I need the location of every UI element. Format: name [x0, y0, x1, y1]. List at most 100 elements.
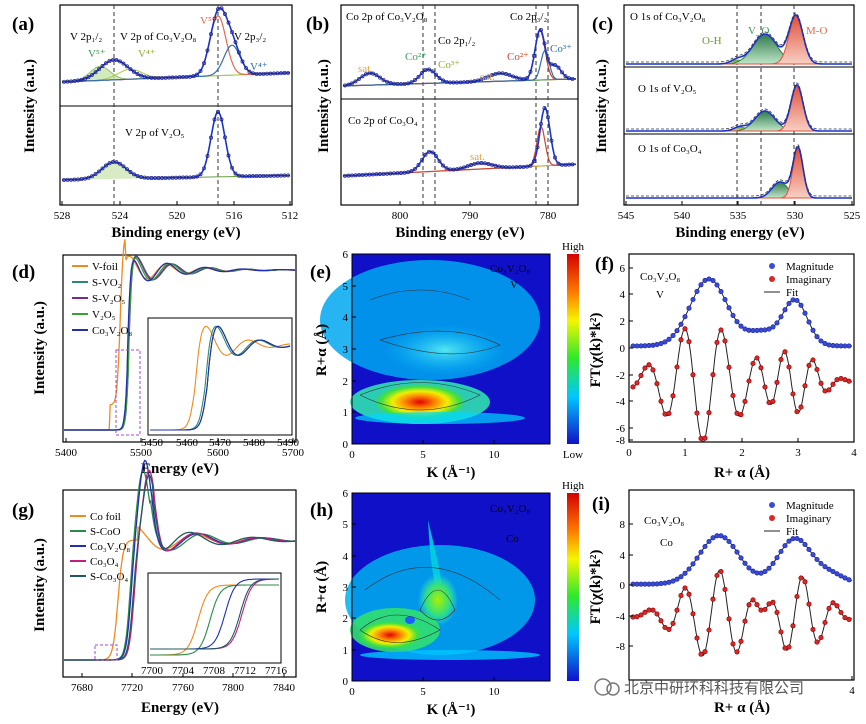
plot-frame-g [62, 489, 297, 678]
xticks-b: 800 790 780 [392, 201, 557, 222]
h-tick-label-1: 5 [420, 686, 426, 698]
panel-label-h: (h) [310, 500, 333, 521]
a-top-point-17 [121, 61, 126, 66]
a-top-point-44 [216, 7, 220, 12]
a-top-point-9 [93, 70, 98, 75]
i-magnitude-point-23 [722, 535, 728, 541]
annot-f-2: V [656, 289, 664, 301]
b-top-point-2 [350, 81, 354, 86]
label-co2p12: Co 2p₁/₂ [438, 35, 475, 47]
i-ytick-label-2: 0 [620, 580, 626, 592]
a-bot-point-13 [107, 161, 112, 166]
b-top-point-3 [353, 79, 358, 84]
annot-i-2: Co [660, 537, 673, 549]
a-bot-point-49 [233, 171, 238, 176]
ylabel-d: Intensity (a.u.) [32, 301, 48, 395]
a-top-point-52 [244, 65, 248, 70]
h-ytick-label-4: 4 [343, 551, 349, 563]
i-magnitude-point-22 [718, 533, 724, 539]
xlabel-h: K (Å⁻¹) [427, 702, 476, 718]
f-magnitude-point-36 [774, 320, 780, 326]
label-c-oh: O-H [702, 35, 722, 47]
c1-data [626, 12, 852, 63]
e-contour-0 [359, 382, 481, 411]
a-bot-point-45 [219, 117, 224, 122]
a-top-point-46 [223, 12, 227, 16]
xlabel-f: R+ α (Å) [714, 465, 770, 481]
f-magnitude-point-33 [762, 327, 768, 333]
f-imaginary-point-28 [742, 398, 748, 404]
f-imaginary-point-15 [690, 372, 696, 378]
i-imaginary-point-49 [826, 605, 832, 611]
g-tick-label-2: 7760 [172, 682, 195, 694]
ylabel-b: Intensity (a.u.) [316, 59, 332, 153]
xlabel-i: R+ α (Å) [714, 700, 770, 716]
b-top-point-61 [556, 65, 561, 70]
a-bot-point-5 [79, 177, 84, 182]
d-tick-label-1: 5500 [130, 447, 153, 459]
title-c-3: O 1s of Co₃O₄ [638, 143, 702, 155]
ticks-f: 0 1 2 3 4 6 4 2 0 -2 -4 -6-8 [616, 263, 857, 459]
g-inset-tick-1: 7704 [172, 665, 195, 677]
annot-h-1: Co₃V₂O₈ [490, 503, 530, 515]
c1-fit [626, 13, 852, 65]
a-tick-label-1: 524 [112, 210, 129, 222]
f-imaginary-point-9 [666, 410, 672, 416]
label-a-v5-right: V⁵⁺ [200, 15, 218, 27]
h-blob-secondary [418, 574, 458, 626]
i-imaginary-point-48 [822, 619, 828, 626]
i-imaginary-point-45 [810, 626, 816, 632]
panel-b: (b) Co 2p of Co₃V₂O₈ Co 2p₁/₂ Co 2p₃/₂ s… [306, 4, 579, 241]
f-legend-marker-0 [769, 263, 775, 269]
a-top-point-15 [114, 58, 119, 63]
ylabel-e: R+α (Å) [314, 324, 330, 376]
i-magnitude-point-35 [770, 560, 776, 567]
label-c-mo: M-O [806, 25, 827, 37]
zoom-box-d [115, 349, 141, 436]
i-magnitude-point-48 [822, 564, 828, 570]
a-top-point-3 [72, 79, 77, 83]
e-blob-mid [385, 325, 505, 375]
f-imaginary-point-35 [770, 398, 776, 404]
d-tick-label-0: 5400 [55, 447, 78, 459]
i-magnitude-point-45 [810, 552, 816, 558]
i-magnitude-point-20 [710, 535, 716, 541]
h-ytick-label-6: 6 [343, 488, 349, 500]
d-tick-label-2: 5600 [207, 447, 230, 459]
e-ytick-label-6: 6 [343, 249, 349, 261]
d-tick-label-3: 5700 [282, 447, 305, 459]
f-legend-marker-1 [769, 276, 775, 282]
g-tick-label-0: 7680 [71, 682, 94, 694]
label-v2p12: V 2p₁/₂ [70, 31, 102, 43]
colorbar-low-e: Low [563, 449, 583, 461]
f-magnitude-point-38 [782, 307, 788, 313]
b-top-point-57 [542, 41, 547, 46]
g-inset-series-1 [150, 584, 279, 656]
a-bot-point-42 [209, 135, 213, 140]
a-bot-point-38 [195, 174, 199, 179]
inset-spectra-g [150, 578, 280, 656]
i-imaginary-point-37 [778, 629, 784, 635]
i-imaginary-point-6 [654, 611, 660, 617]
i-ytick-label-1: 4 [620, 550, 626, 562]
c3-fit [626, 145, 852, 199]
label-a-v5-left: V⁵⁺ [88, 48, 106, 60]
f-magnitude-point-41 [794, 297, 800, 304]
f-imaginary-point-2 [638, 373, 644, 379]
d-legend-label-4: Co₃V₂O₈ [92, 325, 132, 337]
f-imaginary-point-18 [702, 435, 708, 441]
xlabel-g: Energy (eV) [141, 700, 219, 716]
d-inset-tick-4: 5490 [277, 437, 300, 449]
f-imaginary-point-50 [830, 381, 836, 387]
b-top-point-18 [406, 81, 410, 86]
f-ytick-label-2: 2 [620, 316, 626, 328]
xanes-d [64, 239, 296, 431]
b-bot-point-43 [493, 163, 498, 168]
b-top-point-64 [567, 76, 571, 81]
spectra-b [342, 28, 577, 178]
b-top-point-19 [409, 80, 414, 85]
a-bot-point-12 [104, 163, 108, 168]
g-inset-tick-0: 7700 [141, 665, 164, 677]
a-top-point-42 [209, 32, 213, 37]
